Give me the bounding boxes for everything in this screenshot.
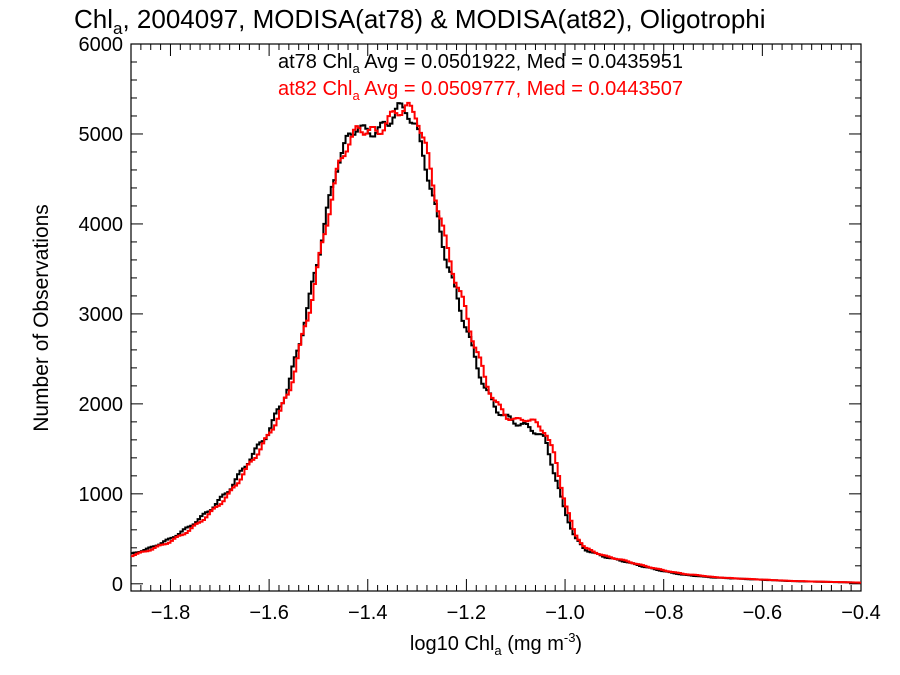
legend-at82-sub: a	[353, 88, 361, 103]
legend-at78-post: Avg = 0.0501922, Med = 0.0435951	[360, 51, 683, 73]
x-tick-label: −1.2	[447, 602, 486, 624]
chart-title-main: Chl	[74, 4, 113, 34]
y-tick-label: 4000	[79, 214, 124, 236]
series-line-at82	[131, 101, 861, 584]
x-tick-label: −0.4	[841, 602, 880, 624]
y-tick-label: 5000	[79, 124, 124, 146]
x-axis-label-close: )	[575, 633, 582, 655]
chart-title-sub: a	[113, 19, 123, 38]
x-axis-label-sub: a	[494, 643, 502, 658]
y-tick-label: 2000	[79, 394, 124, 416]
series-line-at78	[131, 102, 861, 584]
x-tick-label: −1.0	[545, 602, 584, 624]
x-tick-label: −0.6	[743, 602, 782, 624]
axis-ticks: −1.8 −1.6 −1.4 −1.2 −1.0 −0.8 −0.6 −0.4 0 1000 200…	[79, 34, 881, 624]
x-axis-label-post: (mg m	[502, 633, 564, 655]
chart-title: Chla, 2004097, MODISA(at78) & MODISA(at8…	[74, 4, 766, 38]
y-tick-label: 3000	[79, 304, 124, 326]
x-tick-label: −1.4	[348, 602, 387, 624]
plot-frame	[130, 43, 862, 592]
x-axis-label: log10 Chla (mg m-3)	[410, 630, 582, 658]
legend-at78-pre: at78 Chl	[278, 51, 353, 73]
y-tick-label: 0	[112, 574, 123, 596]
legend-at82-post: Avg = 0.0509777, Med = 0.0443507	[360, 78, 683, 100]
x-axis-label-pre: log10 Chl	[410, 633, 495, 655]
x-tick-label: −0.8	[644, 602, 683, 624]
x-tick-label: −1.8	[151, 602, 190, 624]
x-axis-label-sup: -3	[564, 630, 576, 645]
x-tick-label: −1.6	[249, 602, 288, 624]
series-layer	[131, 101, 861, 584]
legend-at78-sub: a	[353, 61, 361, 76]
y-axis-label: Number of Observations	[30, 204, 53, 432]
legend-at78: at78 Chla Avg = 0.0501922, Med = 0.04359…	[278, 51, 683, 76]
chart-title-rest: , 2004097, MODISA(at78) & MODISA(at82), …	[122, 4, 765, 34]
y-tick-label: 1000	[79, 484, 124, 506]
legend-at82-pre: at82 Chl	[278, 78, 353, 100]
y-tick-label: 6000	[79, 34, 124, 56]
legend-at82: at82 Chla Avg = 0.0509777, Med = 0.04435…	[278, 78, 683, 103]
